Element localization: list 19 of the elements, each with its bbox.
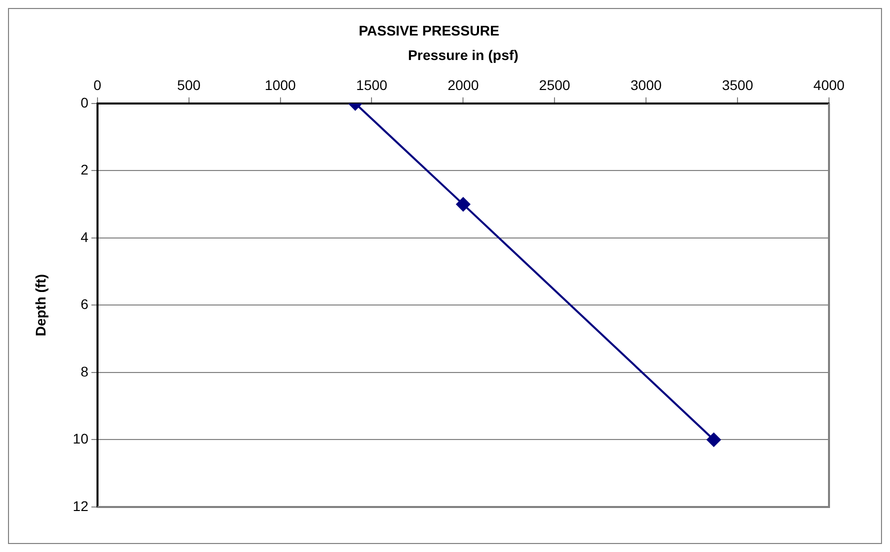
y-tick-label: 4: [80, 228, 89, 245]
x-tick-label: 3500: [722, 76, 754, 93]
x-axis-title: Pressure in (psf): [408, 47, 518, 64]
x-tick-label: 1000: [264, 76, 296, 93]
x-tick-label: 2000: [448, 76, 479, 93]
y-tick-label: 0: [80, 94, 89, 110]
x-tick-label: 2500: [539, 76, 570, 93]
chart-title: PASSIVE PRESSURE: [358, 22, 500, 38]
x-tick-label: 4000: [813, 76, 845, 93]
y-tick-label: 10: [72, 430, 89, 447]
y-tick-label: 2: [80, 162, 89, 178]
y-tick-label: 8: [80, 363, 89, 380]
x-tick-label: 1500: [356, 76, 388, 93]
x-tick-label: 500: [177, 76, 201, 93]
y-tick-label: 12: [72, 498, 89, 514]
y-axis-title: Depth (ft): [32, 274, 48, 336]
x-tick-label: 3000: [630, 76, 662, 93]
x-tick-label: 0: [93, 76, 102, 93]
y-tick-label: 6: [80, 296, 89, 312]
